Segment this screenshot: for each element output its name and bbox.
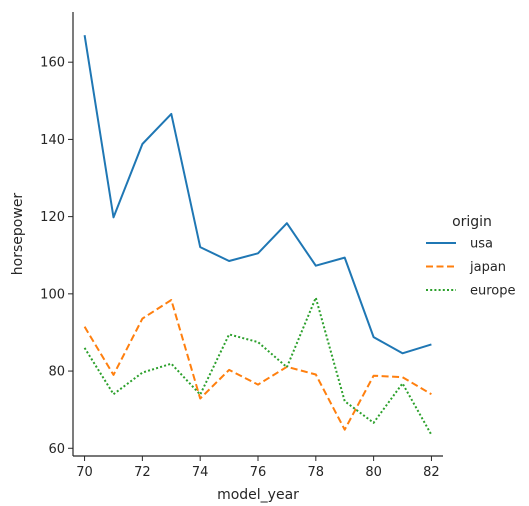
x-tick-label: 76: [250, 465, 267, 480]
y-tick-label: 160: [40, 56, 65, 71]
x-tick-label: 72: [134, 465, 151, 480]
series-line-japan: [83, 299, 432, 431]
y-tick-label: 80: [48, 365, 65, 380]
x-axis-ticks: 70 72 74 76 78 80 82: [76, 456, 440, 480]
legend-label-usa: usa: [470, 237, 493, 252]
x-tick-label: 80: [365, 465, 382, 480]
plot-area: [83, 35, 433, 436]
y-tick-label: 140: [40, 133, 65, 148]
series-line-europe: [83, 296, 433, 436]
y-axis-label: horsepower: [10, 193, 26, 276]
legend-label-japan: japan: [469, 260, 506, 275]
legend-label-europe: europe: [470, 284, 516, 299]
series-line-usa: [83, 35, 432, 355]
x-tick-label: 74: [192, 465, 209, 480]
x-axis-label: model_year: [217, 487, 299, 503]
x-tick-label: 78: [308, 465, 325, 480]
legend-title: origin: [452, 214, 492, 230]
y-tick-label: 60: [48, 442, 65, 457]
y-tick-label: 100: [40, 287, 65, 302]
x-tick-label: 70: [76, 465, 93, 480]
y-axis-ticks: 60 80 100 120 140 160: [40, 56, 73, 457]
legend: origin usa japan europe: [426, 214, 516, 299]
y-tick-label: 120: [40, 210, 65, 225]
x-tick-label: 82: [423, 465, 440, 480]
